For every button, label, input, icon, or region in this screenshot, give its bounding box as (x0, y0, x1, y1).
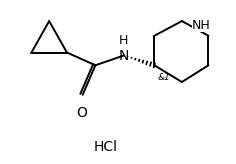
Text: NH: NH (192, 20, 211, 32)
Text: O: O (76, 106, 87, 120)
Text: &1: &1 (157, 73, 170, 82)
Text: N: N (119, 49, 129, 63)
Text: HCl: HCl (93, 140, 117, 154)
Text: H: H (119, 34, 129, 47)
